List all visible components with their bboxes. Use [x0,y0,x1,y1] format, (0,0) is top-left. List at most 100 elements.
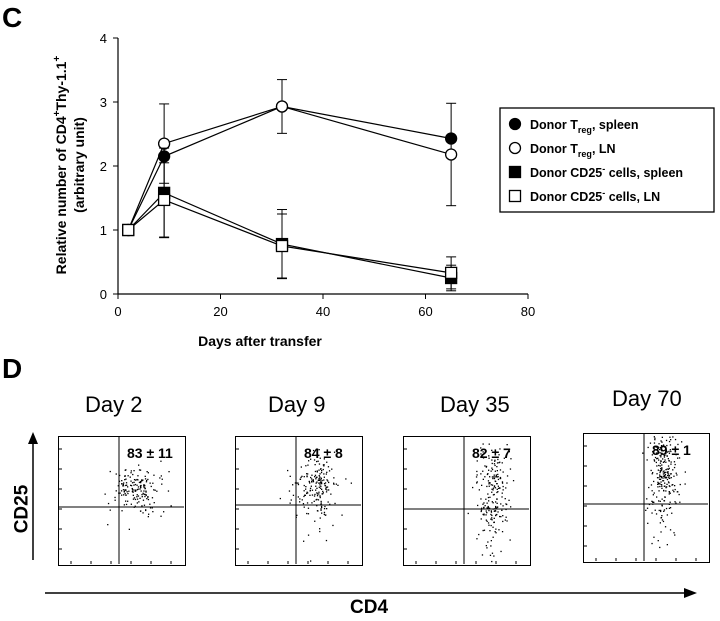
event-dot [485,519,487,521]
event-dot [646,459,648,461]
event-dot [500,550,502,553]
event-dot [660,456,662,458]
event-dot [490,511,493,513]
event-dot [492,489,494,491]
event-dot [488,482,490,484]
event-dot [327,501,329,503]
event-dot [323,479,325,481]
event-dot [318,482,320,484]
event-dot [315,489,317,491]
event-dot [319,528,321,530]
event-dot [502,489,504,491]
event-dot [316,471,318,473]
event-dot [666,444,668,447]
event-dot [489,530,491,532]
event-dot [296,482,298,484]
event-dot [658,509,660,512]
event-dot [486,512,488,514]
event-dot [318,478,320,480]
event-dot [320,468,322,470]
event-dot [494,531,496,533]
event-dot [491,459,493,461]
event-dot [476,460,478,462]
event-dot [139,488,141,490]
event-dot [311,480,313,482]
x-tick-label: 20 [213,304,227,319]
event-dot [494,476,496,478]
event-dot [331,468,333,470]
event-dot [309,482,311,484]
event-dot [496,506,499,508]
event-dot [315,482,317,484]
event-dot [323,483,326,485]
event-dot [319,482,321,484]
event-dot [480,510,482,513]
event-dot [667,474,669,477]
event-dot [492,494,495,496]
event-dot [508,499,510,501]
series-line [127,105,452,231]
event-dot [123,494,125,496]
event-dot [492,477,494,480]
event-dot [676,474,678,476]
event-dot [652,503,654,505]
event-dot [497,511,499,513]
event-dot [122,485,124,487]
facs-plot-area [236,437,361,564]
event-dot [512,480,515,482]
event-dot [506,444,508,446]
data-point [444,148,458,161]
event-dot [675,472,677,474]
event-dot [657,486,659,488]
event-dot [505,516,507,518]
event-dot [475,476,478,478]
event-dot [147,478,149,481]
event-dot [487,493,489,495]
event-dot [161,483,163,485]
event-dot [668,452,671,454]
event-dot [303,476,305,478]
event-dot [491,467,493,469]
facs-plot-title: Day 35 [440,392,510,417]
event-dot [674,463,676,466]
facs-plot-title: Day 2 [85,392,143,417]
event-dot [109,509,111,511]
series-line [127,192,452,279]
event-dot [669,507,672,509]
event-dot [669,449,671,451]
event-dot [130,485,133,487]
y-axis-label: Relative number of CD4+Thy-1.1+ [52,56,69,275]
event-dot [304,494,306,496]
event-dot [141,479,143,481]
event-dot [681,441,683,443]
event-dot [660,531,662,533]
event-dot [132,489,134,491]
event-dot [491,501,493,503]
event-dot [653,460,656,462]
event-dot [316,493,319,495]
event-dot [488,509,490,512]
event-dot [120,490,123,492]
event-dot [143,485,145,487]
event-dot [325,486,328,488]
event-dot [653,501,655,503]
event-dot [666,478,669,481]
event-dot [493,517,495,519]
event-dot [309,490,311,492]
event-dot [315,478,317,480]
event-dot [160,460,162,462]
event-dot [664,474,667,476]
chart-axes: 0 20 40 60 80 0 1 2 3 4 [100,31,535,319]
event-dot [660,468,662,470]
event-dot [669,529,672,531]
event-dot [502,485,504,488]
event-dot [323,473,325,475]
event-dot [670,461,672,463]
event-dot [486,473,489,476]
event-dot [497,478,500,481]
event-dot [667,468,670,470]
event-dot [668,477,670,479]
event-dot [326,471,328,473]
legend-marker [508,165,522,179]
event-dot [318,493,320,495]
